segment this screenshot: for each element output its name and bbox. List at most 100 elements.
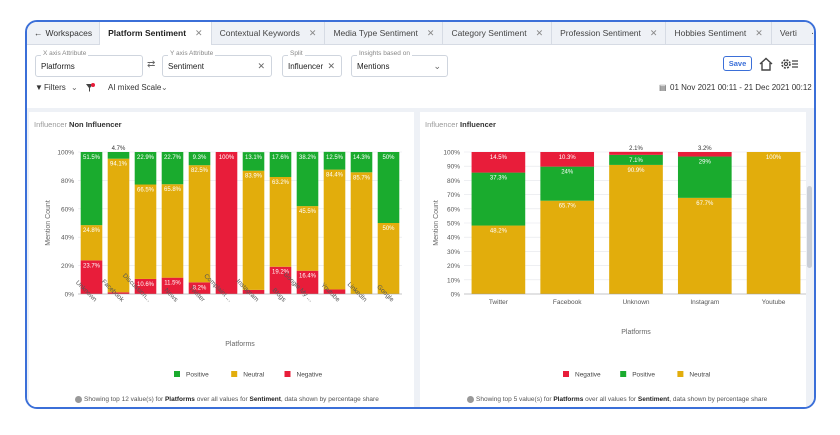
footnote-bold: Sentiment bbox=[249, 396, 281, 403]
settings-icon[interactable] bbox=[779, 54, 799, 74]
bar-segment-neutral bbox=[296, 206, 319, 271]
tab-label: Verti bbox=[779, 28, 797, 38]
legend-label: Positive bbox=[632, 372, 655, 379]
stacked-bar-chart: 0% 20% 40% 60% 80% 100% Mention Count 23.7% 24.8… bbox=[45, 146, 402, 379]
close-icon[interactable]: ✕ bbox=[426, 27, 435, 38]
footnote-text: , data shown by percentage share bbox=[280, 396, 379, 403]
y-tick-label: 0% bbox=[451, 292, 461, 299]
insights-label: Insights based on bbox=[357, 50, 412, 57]
data-label: 19.2% bbox=[272, 270, 290, 276]
bar-segment-positive bbox=[323, 151, 346, 170]
data-label: 10.3% bbox=[559, 155, 577, 161]
data-label: 9.3% bbox=[193, 155, 207, 161]
arrow-left-icon: ← bbox=[34, 28, 43, 38]
back-label: Workspaces bbox=[45, 28, 93, 38]
save-button[interactable]: Save bbox=[723, 56, 752, 71]
bar-segment-positive bbox=[377, 152, 400, 223]
close-icon[interactable]: ✕ bbox=[755, 27, 763, 38]
tab-label: Contextual Keywords bbox=[219, 28, 300, 38]
clear-icon[interactable]: ✕ bbox=[257, 60, 265, 71]
bar-segment-neutral bbox=[134, 184, 157, 279]
bar-segment-negative bbox=[323, 289, 346, 294]
split-field[interactable]: Split Influencer ✕ bbox=[282, 50, 342, 77]
split-value: Influencer bbox=[288, 61, 324, 71]
scale-select[interactable]: AI mixed Scale bbox=[108, 83, 162, 92]
footnote-bold: Sentiment bbox=[637, 396, 670, 403]
footnote-bold: Platforms bbox=[164, 396, 195, 403]
tab-contextual-keywords[interactable]: Contextual Keywords ✕ bbox=[212, 22, 326, 45]
tab-hobbies-sentiment[interactable]: Hobbies Sentiment ✕ bbox=[666, 22, 772, 45]
scrollbar[interactable] bbox=[807, 186, 812, 268]
swap-axes-icon[interactable]: ⇄ bbox=[147, 59, 156, 70]
bar-segment-positive bbox=[80, 152, 103, 226]
panel-title-key: Influencer bbox=[425, 120, 458, 129]
data-label: 83.9% bbox=[245, 174, 263, 180]
bar-segment-positive bbox=[188, 152, 211, 166]
bar-segment-negative bbox=[296, 270, 319, 294]
tab-bar: ← Workspaces Platform Sentiment ✕ Context… bbox=[27, 22, 814, 45]
close-icon[interactable]: ✕ bbox=[195, 27, 203, 38]
close-icon[interactable]: ✕ bbox=[308, 27, 317, 38]
tab-platform-sentiment[interactable]: Platform Sentiment ✕ bbox=[100, 22, 212, 45]
filter-flag-icon[interactable] bbox=[85, 83, 95, 95]
chevron-down-icon[interactable]: ⌄ bbox=[71, 83, 78, 92]
x-tick-label: Twitter bbox=[489, 299, 509, 306]
legend-swatch-positive bbox=[620, 371, 627, 377]
legend-label: Neutral bbox=[689, 372, 711, 379]
chart-panel-non-influencer: Influencer Non Influencer 0% 20% 40% 60% 80%… bbox=[29, 112, 414, 407]
y-axis-attribute-field[interactable]: Y axis Attribute Sentiment ✕ bbox=[162, 50, 272, 77]
chevron-down-icon: ⌄ bbox=[433, 60, 441, 71]
close-icon[interactable]: ✕ bbox=[535, 27, 544, 38]
bar-segment-neutral bbox=[609, 164, 663, 294]
data-label: 24% bbox=[561, 170, 574, 176]
chart-footnote: Showing top 12 value(s) for Platforms ov… bbox=[75, 395, 379, 403]
x-axis-value: Platforms bbox=[41, 61, 75, 71]
tab-label: Hobbies Sentiment bbox=[674, 28, 747, 38]
bar-segment-negative bbox=[107, 292, 130, 294]
close-icon[interactable]: ✕ bbox=[649, 27, 658, 38]
data-label: 51.5% bbox=[83, 155, 101, 161]
date-range[interactable]: 01 Nov 2021 00:11 - 21 Dec 2021 00:12 bbox=[670, 83, 812, 92]
x-axis-attribute-field[interactable]: X axis Attribute Platforms bbox=[35, 50, 143, 77]
filters-button[interactable]: Filters bbox=[44, 83, 66, 92]
x-axis-title: Platforms bbox=[621, 329, 651, 336]
home-icon[interactable] bbox=[756, 54, 776, 74]
x-tick-label: Instagram bbox=[690, 299, 719, 306]
x-tick-label: Youtube bbox=[762, 299, 786, 306]
chart-footnote: Showing top 5 value(s) for Platforms ove… bbox=[467, 395, 767, 403]
y-axis-value: Sentiment bbox=[168, 61, 205, 71]
bar-segment-neutral bbox=[242, 170, 265, 290]
calendar-icon[interactable]: ▤ bbox=[659, 83, 667, 92]
back-to-workspaces[interactable]: ← Workspaces bbox=[27, 22, 101, 45]
legend-swatch-positive bbox=[174, 371, 180, 377]
bar-segment-neutral bbox=[746, 152, 801, 294]
tab-media-type-sentiment[interactable]: Media Type Sentiment ✕ bbox=[325, 22, 444, 45]
tab-vertical[interactable]: Verti bbox=[772, 22, 805, 45]
footnote-text: Showing top 5 value(s) for bbox=[476, 396, 554, 403]
more-tabs-button[interactable]: ··· bbox=[810, 27, 815, 39]
chart-area: Influencer Non Influencer 0% 20% 40% 60% 80%… bbox=[27, 108, 814, 407]
chevron-down-icon[interactable]: ⌄ bbox=[161, 83, 168, 92]
insights-based-on-select[interactable]: Insights based on Mentions ⌄ bbox=[351, 50, 448, 77]
x-tick-label: Unknown bbox=[622, 299, 649, 306]
data-label: 100% bbox=[766, 155, 782, 161]
bar-segment-positive bbox=[134, 152, 157, 185]
bar-segment-neutral bbox=[471, 225, 526, 294]
clear-icon[interactable]: ✕ bbox=[327, 60, 335, 71]
data-label: 84.4% bbox=[326, 173, 344, 179]
footnote-text: over all values for bbox=[583, 396, 638, 403]
bar-segment-negative bbox=[609, 151, 663, 155]
legend-label: Negative bbox=[575, 372, 601, 379]
bar-segment-negative bbox=[471, 152, 526, 173]
panel-title-value: Influencer bbox=[460, 120, 496, 129]
data-label: 16.4% bbox=[299, 274, 317, 280]
filter-icon[interactable]: ▼ bbox=[35, 83, 43, 92]
data-label: 2.1% bbox=[629, 146, 643, 152]
bar-segment-neutral bbox=[188, 165, 211, 283]
y-axis-title: Mention Count bbox=[433, 200, 440, 246]
tab-profession-sentiment[interactable]: Profession Sentiment ✕ bbox=[552, 22, 667, 45]
app-window: ← Workspaces Platform Sentiment ✕ Context… bbox=[25, 20, 816, 409]
data-label: 90.9% bbox=[627, 168, 645, 174]
tab-category-sentiment[interactable]: Category Sentiment ✕ bbox=[443, 22, 553, 45]
bar-segment-negative bbox=[540, 152, 595, 167]
